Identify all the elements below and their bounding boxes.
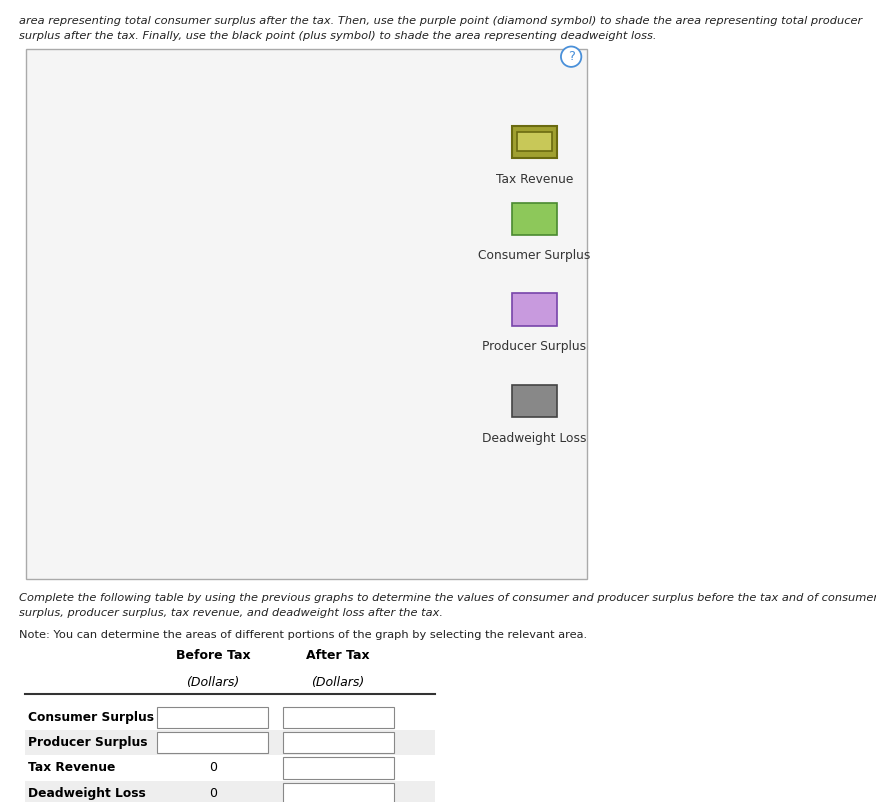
Text: (Dollars): (Dollars) [312, 676, 364, 688]
FancyBboxPatch shape [283, 707, 393, 728]
FancyBboxPatch shape [25, 706, 434, 730]
Text: Tax Wedge: Tax Wedge [110, 265, 172, 275]
FancyBboxPatch shape [283, 782, 393, 804]
Text: Tax Revenue: Tax Revenue [496, 173, 573, 185]
Text: Consumer Surplus: Consumer Surplus [478, 249, 590, 262]
FancyBboxPatch shape [25, 731, 434, 755]
Text: Deadweight Loss: Deadweight Loss [28, 787, 145, 799]
Text: Complete the following table by using the previous graphs to determine the value: Complete the following table by using th… [19, 593, 876, 603]
Text: (Dollars): (Dollars) [187, 676, 239, 688]
Text: 0: 0 [208, 761, 217, 774]
Text: Supply: Supply [243, 335, 281, 344]
Text: ▲: ▲ [530, 212, 539, 225]
Text: Producer Surplus: Producer Surplus [483, 340, 586, 353]
Y-axis label: PRICE (Dollars per purse): PRICE (Dollars per purse) [40, 235, 53, 385]
Text: After Tax: After Tax [307, 649, 370, 662]
FancyBboxPatch shape [25, 756, 434, 780]
Text: Demand: Demand [102, 84, 150, 94]
Text: surplus, producer surplus, tax revenue, and deadweight loss after the tax.: surplus, producer surplus, tax revenue, … [19, 608, 443, 618]
Text: surplus after the tax. Finally, use the black point (plus symbol) to shade the a: surplus after the tax. Finally, use the … [19, 31, 657, 40]
Title: After Tax: After Tax [283, 58, 348, 73]
FancyBboxPatch shape [283, 757, 393, 778]
FancyBboxPatch shape [158, 707, 268, 728]
Text: Tax Revenue: Tax Revenue [28, 761, 115, 774]
Text: Note: You can determine the areas of different portions of the graph by selectin: Note: You can determine the areas of dif… [19, 630, 588, 640]
Text: Deadweight Loss: Deadweight Loss [482, 432, 587, 445]
FancyBboxPatch shape [25, 781, 434, 805]
Text: ◆: ◆ [530, 305, 539, 314]
Text: +: + [527, 392, 541, 410]
Text: area representing total consumer surplus after the tax. Then, use the purple poi: area representing total consumer surplus… [19, 16, 862, 26]
Text: ?: ? [568, 50, 575, 63]
Text: Producer Surplus: Producer Surplus [28, 736, 147, 749]
Text: Consumer Surplus: Consumer Surplus [28, 711, 154, 724]
Text: 0: 0 [208, 787, 217, 799]
FancyBboxPatch shape [158, 732, 268, 753]
FancyBboxPatch shape [283, 732, 393, 753]
X-axis label: QUANTITY (Purses): QUANTITY (Purses) [260, 562, 371, 575]
Text: Before Tax: Before Tax [175, 649, 251, 662]
